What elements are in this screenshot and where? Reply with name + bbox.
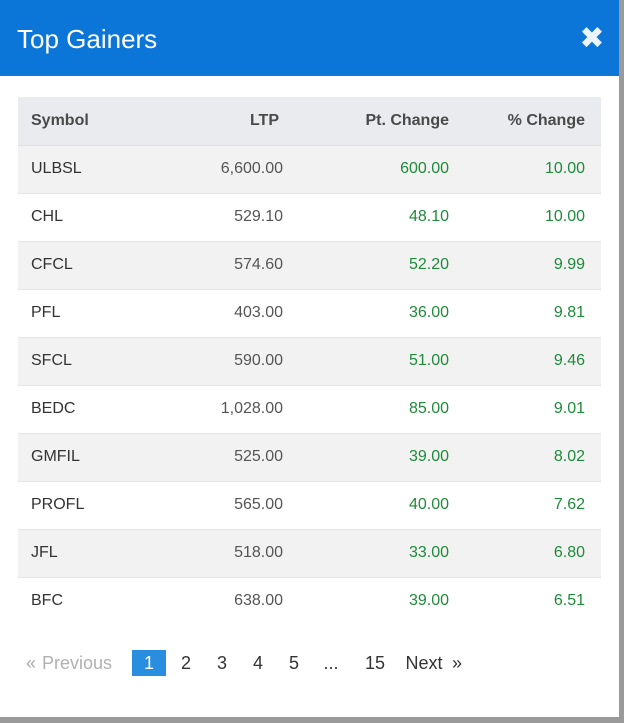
symbol-cell: PROFL (18, 480, 151, 529)
pt-change-cell: 85.00 (283, 384, 449, 433)
page-ellipsis: ... (323, 653, 339, 673)
pt-change-cell: 600.00 (283, 144, 449, 193)
pt-change-cell: 52.20 (283, 240, 449, 289)
ltp-cell: 518.00 (151, 528, 283, 577)
ltp-cell: 525.00 (151, 432, 283, 481)
next-page-button[interactable]: Next (405, 653, 443, 673)
ltp-cell: 403.00 (151, 288, 283, 337)
table-row: BFC 638.00 39.00 6.51 (18, 576, 601, 625)
table-row: CHL 529.10 48.10 10.00 (18, 192, 601, 241)
modal-title: Top Gainers (17, 24, 158, 54)
symbol-cell: CHL (18, 192, 151, 241)
table-row: ULBSL 6,600.00 600.00 10.00 (18, 144, 601, 193)
pt-change-cell: 39.00 (283, 432, 449, 481)
table-row: GMFIL 525.00 39.00 8.02 (18, 432, 601, 481)
page-button-15[interactable]: 15 (364, 653, 386, 673)
pct-change-cell: 8.02 (449, 432, 601, 481)
symbol-cell: BEDC (18, 384, 151, 433)
ltp-cell: 565.00 (151, 480, 283, 529)
column-header-ltp[interactable]: LTP (151, 97, 283, 146)
pt-change-cell: 36.00 (283, 288, 449, 337)
pct-change-cell: 9.46 (449, 336, 601, 385)
pct-change-cell: 9.81 (449, 288, 601, 337)
column-header-symbol[interactable]: Symbol (18, 97, 151, 146)
pt-change-cell: 40.00 (283, 480, 449, 529)
pt-change-cell: 48.10 (283, 192, 449, 241)
symbol-cell: JFL (18, 528, 151, 577)
symbol-cell: GMFIL (18, 432, 151, 481)
pt-change-cell: 39.00 (283, 576, 449, 625)
symbol-cell: ULBSL (18, 144, 151, 193)
pt-change-cell: 33.00 (283, 528, 449, 577)
table-row: SFCL 590.00 51.00 9.46 (18, 336, 601, 385)
page-button-3[interactable]: 3 (216, 653, 227, 673)
pagination: « Previous 1 2 3 4 5 ... 15 Next » (18, 650, 466, 676)
ltp-cell: 574.60 (151, 240, 283, 289)
pct-change-cell: 7.62 (449, 480, 601, 529)
pct-change-cell: 10.00 (449, 144, 601, 193)
column-header-pct-change[interactable]: % Change (449, 97, 601, 146)
pct-change-cell: 9.01 (449, 384, 601, 433)
pct-change-cell: 6.80 (449, 528, 601, 577)
column-header-pt-change[interactable]: Pt. Change (283, 97, 449, 146)
page-button-4[interactable]: 4 (252, 653, 263, 673)
modal-header: Top Gainers ✖ (0, 0, 619, 76)
pct-change-cell: 9.99 (449, 240, 601, 289)
pct-change-cell: 6.51 (449, 576, 601, 625)
page-button-2[interactable]: 2 (180, 653, 191, 673)
ltp-cell: 529.10 (151, 192, 283, 241)
pt-change-cell: 51.00 (283, 336, 449, 385)
previous-arrow-icon[interactable]: « (25, 653, 36, 673)
previous-page-button[interactable]: Previous (42, 653, 113, 673)
ltp-cell: 638.00 (151, 576, 283, 625)
close-icon[interactable]: ✖ (579, 22, 605, 55)
page-button-1[interactable]: 1 (132, 650, 166, 676)
table-row: CFCL 574.60 52.20 9.99 (18, 240, 601, 289)
symbol-cell: BFC (18, 576, 151, 625)
table-row: PFL 403.00 36.00 9.81 (18, 288, 601, 337)
table-row: PROFL 565.00 40.00 7.62 (18, 480, 601, 529)
gainers-table: Symbol LTP Pt. Change % Change ULBSL 6,6… (18, 97, 601, 625)
symbol-cell: CFCL (18, 240, 151, 289)
symbol-cell: PFL (18, 288, 151, 337)
symbol-cell: SFCL (18, 336, 151, 385)
ltp-cell: 6,600.00 (151, 144, 283, 193)
table-header-row: Symbol LTP Pt. Change % Change (18, 97, 601, 146)
page-button-5[interactable]: 5 (288, 653, 299, 673)
gainers-table-container: Symbol LTP Pt. Change % Change ULBSL 6,6… (18, 97, 601, 625)
table-row: BEDC 1,028.00 85.00 9.01 (18, 384, 601, 433)
next-arrow-icon[interactable]: » (451, 653, 462, 673)
table-row: JFL 518.00 33.00 6.80 (18, 528, 601, 577)
pct-change-cell: 10.00 (449, 192, 601, 241)
ltp-cell: 1,028.00 (151, 384, 283, 433)
ltp-cell: 590.00 (151, 336, 283, 385)
